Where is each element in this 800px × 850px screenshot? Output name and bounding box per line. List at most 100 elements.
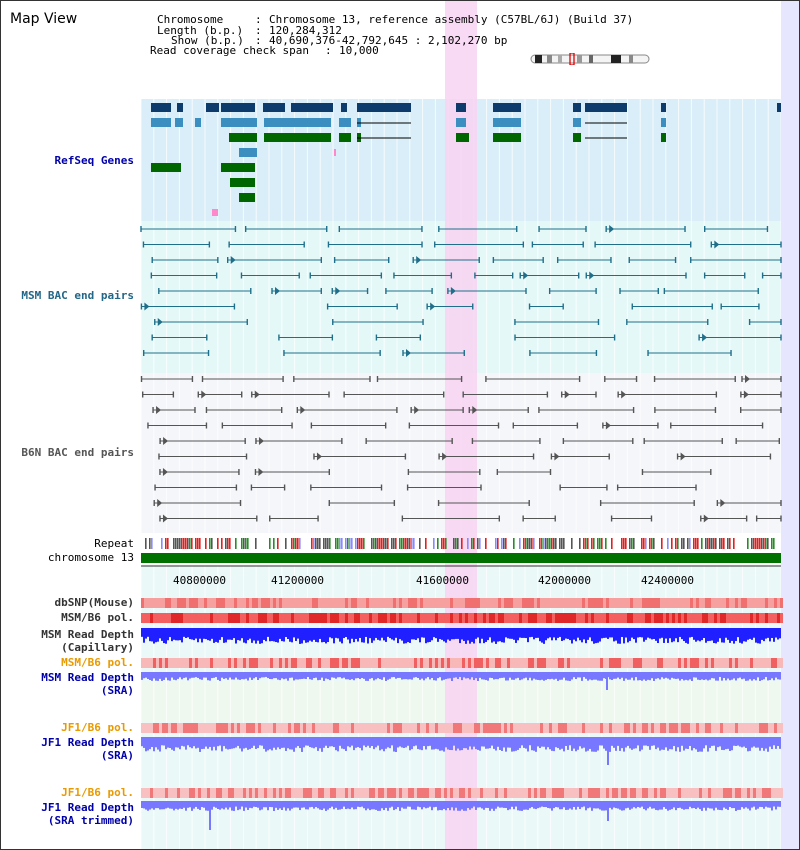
track-label-msm-b6-pol-2[interactable]: MSM/B6 pol. xyxy=(61,656,134,669)
track-label-jf1-depth-trimmed[interactable]: JF1 Read Depth xyxy=(41,801,134,814)
read-depth-bar xyxy=(191,737,193,749)
read-depth-bar xyxy=(603,801,605,811)
polymorphism-density xyxy=(552,598,555,608)
track-label-msm-depth-capillary[interactable]: MSM Read Depth xyxy=(41,628,134,641)
read-depth-bar xyxy=(459,628,461,644)
read-depth-bar xyxy=(407,801,409,807)
read-depth-bar xyxy=(737,801,739,810)
polymorphism-density xyxy=(417,788,420,798)
polymorphism-density xyxy=(585,598,588,608)
polymorphism-density xyxy=(750,598,753,608)
read-depth-bar xyxy=(495,737,497,751)
polymorphism-density xyxy=(189,613,192,623)
read-depth-bar xyxy=(635,628,637,643)
show-key: Show (b.p.) xyxy=(171,34,244,47)
polymorphism-density xyxy=(303,658,306,668)
polymorphism-density xyxy=(693,788,696,798)
read-depth-bar xyxy=(291,628,293,643)
read-depth-bar xyxy=(659,628,661,639)
polymorphism-density xyxy=(216,598,219,608)
read-depth-bar xyxy=(671,801,673,810)
track-label-dbsnp[interactable]: dbSNP(Mouse) xyxy=(54,596,134,609)
polymorphism-density xyxy=(696,598,699,608)
read-depth-bar xyxy=(379,628,381,641)
polymorphism-density xyxy=(273,613,276,623)
read-depth-bar xyxy=(305,737,307,746)
polymorphism-density xyxy=(390,598,393,608)
read-depth-bar xyxy=(735,737,737,746)
track-label-b6n-bac[interactable]: B6N BAC end pairs xyxy=(21,446,134,459)
read-depth-bar xyxy=(431,801,433,811)
track-label-chromosome[interactable]: chromosome 13 xyxy=(47,551,134,564)
read-depth-bar xyxy=(659,672,661,680)
polymorphism-density xyxy=(735,723,738,733)
read-depth-bar xyxy=(593,672,595,680)
polymorphism-density xyxy=(207,723,210,733)
polymorphism-density xyxy=(282,613,285,623)
read-depth-bar xyxy=(295,737,297,748)
polymorphism-density xyxy=(600,788,603,798)
repeat-mark xyxy=(379,538,381,549)
read-depth-bar xyxy=(397,628,399,644)
polymorphism-density xyxy=(600,723,603,733)
polymorphism-density xyxy=(366,598,369,608)
read-depth-bar xyxy=(423,672,425,681)
polymorphism-density xyxy=(669,598,672,608)
polymorphism-density xyxy=(531,613,534,623)
read-depth-bar xyxy=(697,801,699,808)
read-depth-bar xyxy=(325,737,327,746)
track-label-jf1-b6-pol-2[interactable]: JF1/B6 pol. xyxy=(61,786,134,799)
polymorphism-density xyxy=(615,598,618,608)
read-depth-bar xyxy=(635,737,637,749)
polymorphism-density xyxy=(483,788,486,798)
polymorphism-density xyxy=(678,598,681,608)
polymorphism-density xyxy=(339,788,342,798)
read-depth-bar xyxy=(683,737,685,751)
track-label-msm-depth-sra[interactable]: MSM Read Depth xyxy=(41,671,134,684)
read-depth-bar xyxy=(509,628,511,639)
polymorphism-density xyxy=(285,658,288,668)
read-depth-bar xyxy=(371,801,373,810)
polymorphism-density xyxy=(261,613,264,623)
read-depth-bar xyxy=(323,801,325,809)
read-depth-bar xyxy=(701,628,703,641)
read-depth-bar xyxy=(633,801,635,808)
read-depth-bar xyxy=(385,737,387,749)
repeat-mark xyxy=(351,538,353,549)
read-depth-bar xyxy=(721,672,723,681)
read-depth-bar xyxy=(583,628,585,640)
polymorphism-density xyxy=(639,723,642,733)
chromosome-ideogram[interactable] xyxy=(529,53,651,65)
polymorphism-density xyxy=(297,613,300,623)
polymorphism-density xyxy=(324,658,327,668)
polymorphism-density xyxy=(732,613,735,623)
repeat-mark xyxy=(763,538,765,549)
track-label-refseq[interactable]: RefSeq Genes xyxy=(54,154,134,167)
polymorphism-density xyxy=(501,723,504,733)
read-depth-bar xyxy=(603,628,605,638)
track-label-msm-b6-pol-1[interactable]: MSM/B6 pol. xyxy=(61,611,134,624)
track-label-jf1-depth-sra[interactable]: JF1 Read Depth xyxy=(41,736,134,749)
read-depth-bar xyxy=(287,628,289,639)
polymorphism-density xyxy=(675,613,678,623)
track-label-jf1-b6-pol-1[interactable]: JF1/B6 pol. xyxy=(61,721,134,734)
polymorphism-density xyxy=(144,723,147,733)
read-depth-bar xyxy=(773,628,775,642)
read-depth-spike xyxy=(209,801,211,830)
polymorphism-density xyxy=(168,658,171,668)
polymorphism-density xyxy=(768,613,771,623)
read-depth-bar xyxy=(307,801,309,810)
read-depth-bar xyxy=(521,801,523,811)
track-label-msm-bac[interactable]: MSM BAC end pairs xyxy=(21,289,134,302)
read-depth-bar xyxy=(559,801,561,810)
track-label-repeat[interactable]: Repeat xyxy=(94,537,134,550)
repeat-mark xyxy=(633,538,635,549)
read-depth-bar xyxy=(635,672,637,678)
polymorphism-density xyxy=(606,788,609,798)
read-depth-bar xyxy=(385,801,387,808)
polymorphism-density xyxy=(234,723,237,733)
polymorphism-density xyxy=(150,723,153,733)
read-depth-bar xyxy=(435,801,437,807)
polymorphism-density xyxy=(516,658,519,668)
